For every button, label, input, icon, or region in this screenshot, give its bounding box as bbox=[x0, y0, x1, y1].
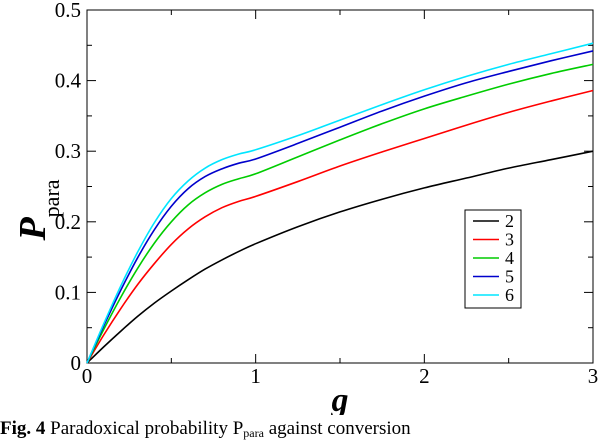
y-tick-label: 0.5 bbox=[55, 0, 81, 22]
figure-caption: Fig. 4 Paradoxical probability Ppara aga… bbox=[0, 418, 598, 442]
y-tick-label: 0 bbox=[71, 351, 82, 375]
series-line-6 bbox=[86, 42, 594, 364]
x-tick-label: 2 bbox=[419, 364, 430, 388]
legend-box bbox=[464, 209, 522, 309]
y-tick-label: 0.3 bbox=[55, 139, 81, 163]
series-line-5 bbox=[86, 50, 594, 364]
x-tick-label: 1 bbox=[250, 364, 261, 388]
y-tick-label: 0.1 bbox=[55, 280, 81, 304]
series-line-2 bbox=[86, 150, 594, 364]
plot-area: 0 1 2 300.10.20.30.40.5 bbox=[55, 0, 598, 388]
y-axis-label-subscript: para bbox=[39, 179, 64, 217]
caption-figure-label: Fig. 4 bbox=[0, 418, 46, 439]
caption-text-after: against conversion bbox=[263, 418, 411, 439]
legend-label-3: 3 bbox=[505, 230, 514, 250]
caption-text: Paradoxical probability P bbox=[50, 418, 244, 439]
series-layer bbox=[86, 42, 594, 364]
legend-label-6: 6 bbox=[505, 285, 514, 305]
x-tick-label: 0 bbox=[82, 364, 93, 388]
caption-subscript: para bbox=[243, 426, 264, 440]
series-line-3 bbox=[86, 89, 594, 364]
y-tick-label: 0.4 bbox=[55, 69, 82, 93]
series-line-4 bbox=[86, 63, 594, 364]
legend-label-4: 4 bbox=[505, 248, 514, 268]
x-axis-label: g bbox=[331, 382, 349, 415]
y-tick-label: 0.2 bbox=[55, 210, 81, 234]
legend-label-5: 5 bbox=[505, 267, 514, 287]
legend-label-2: 2 bbox=[505, 211, 514, 231]
y-axis-label-main: P bbox=[12, 217, 54, 242]
x-tick-label: 3 bbox=[588, 364, 598, 388]
y-axis-label: Ppara bbox=[12, 179, 64, 241]
